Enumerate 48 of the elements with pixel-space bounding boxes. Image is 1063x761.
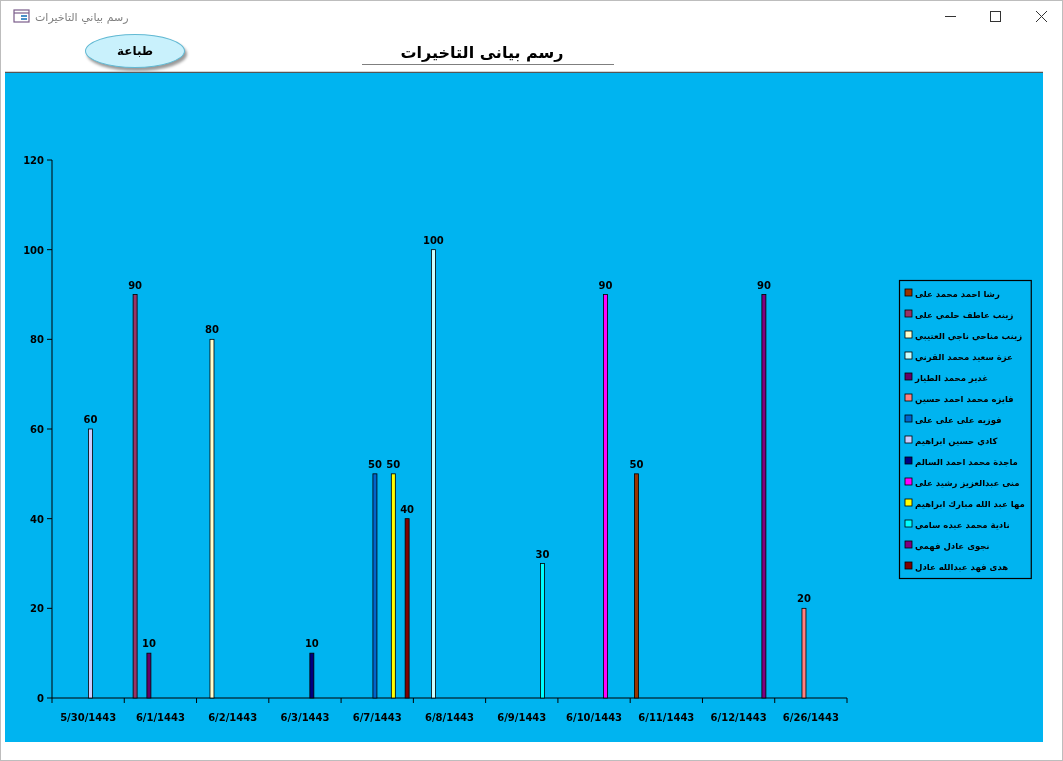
data-label: 60 — [83, 414, 98, 425]
y-tick-label: 40 — [30, 513, 45, 525]
data-label: 80 — [205, 324, 219, 336]
legend-label: رشا احمد محمد على — [915, 288, 1000, 300]
x-tick-label: 6/9/1443 — [497, 712, 547, 723]
legend-label: نجوى عادل فهمي — [915, 540, 990, 552]
legend-label: مها عبد الله مبارك ابراهيم — [915, 498, 1025, 510]
data-label: 50 — [386, 458, 401, 470]
chart-title: رسم بيانى التاخيرات — [400, 43, 564, 62]
legend-label: نادية محمد عبده سامي — [915, 519, 1010, 530]
data-label: 90 — [756, 279, 771, 291]
y-tick-label: 60 — [30, 424, 45, 435]
data-label: 10 — [304, 638, 319, 650]
legend-label: ماجدة محمد احمد السالم — [915, 456, 1018, 467]
legend-label: هدى فهد عبدالله عادل — [915, 561, 1009, 573]
x-tick-label: 6/12/1443 — [710, 712, 767, 723]
legend-label: فايزه محمد احمد حسين — [915, 393, 1014, 405]
legend-label: منى عبدالعزيز رشيد على — [915, 477, 1020, 489]
data-label: 10 — [141, 638, 156, 650]
y-tick-label: 80 — [30, 334, 45, 346]
data-label: 40 — [400, 503, 415, 515]
legend-label: فوزيه على على على — [915, 414, 1002, 426]
x-tick-label: 6/2/1443 — [208, 712, 258, 723]
data-label: 100 — [422, 234, 444, 246]
y-tick-label: 0 — [37, 693, 45, 704]
x-tick-label: 6/8/1443 — [424, 712, 475, 723]
data-label: 50 — [367, 458, 382, 470]
data-label: 20 — [797, 593, 811, 605]
y-tick-label: 20 — [30, 603, 45, 615]
legend-label: زينب مناحي ناجي العتيبي — [915, 330, 1023, 342]
legend-label: زينب عاطف حلمي على — [915, 309, 1014, 321]
data-label: 50 — [629, 458, 644, 470]
legend-label: كادي حسين ابراهيم — [915, 435, 998, 447]
x-tick-label: 6/10/1443 — [566, 712, 623, 723]
legend-label: غدير محمد الطيار — [914, 372, 989, 384]
x-tick-label: 6/11/1443 — [638, 712, 695, 723]
data-label: 90 — [128, 279, 143, 291]
legend-label: عزة سعيد محمد القرني — [915, 351, 1013, 363]
x-tick-label: 6/3/1443 — [280, 712, 330, 723]
x-tick-label: 6/26/1443 — [782, 712, 839, 723]
x-tick-label: 5/30/1443 — [60, 712, 117, 723]
x-tick-label: 6/7/1443 — [352, 712, 402, 723]
y-tick-label: 100 — [23, 244, 45, 256]
y-tick-label: 120 — [23, 155, 45, 166]
data-label: 90 — [598, 279, 613, 291]
data-label: 30 — [535, 548, 550, 560]
text: رسم بياني التاخيرات — [35, 11, 129, 24]
x-tick-label: 6/1/1443 — [135, 712, 185, 723]
